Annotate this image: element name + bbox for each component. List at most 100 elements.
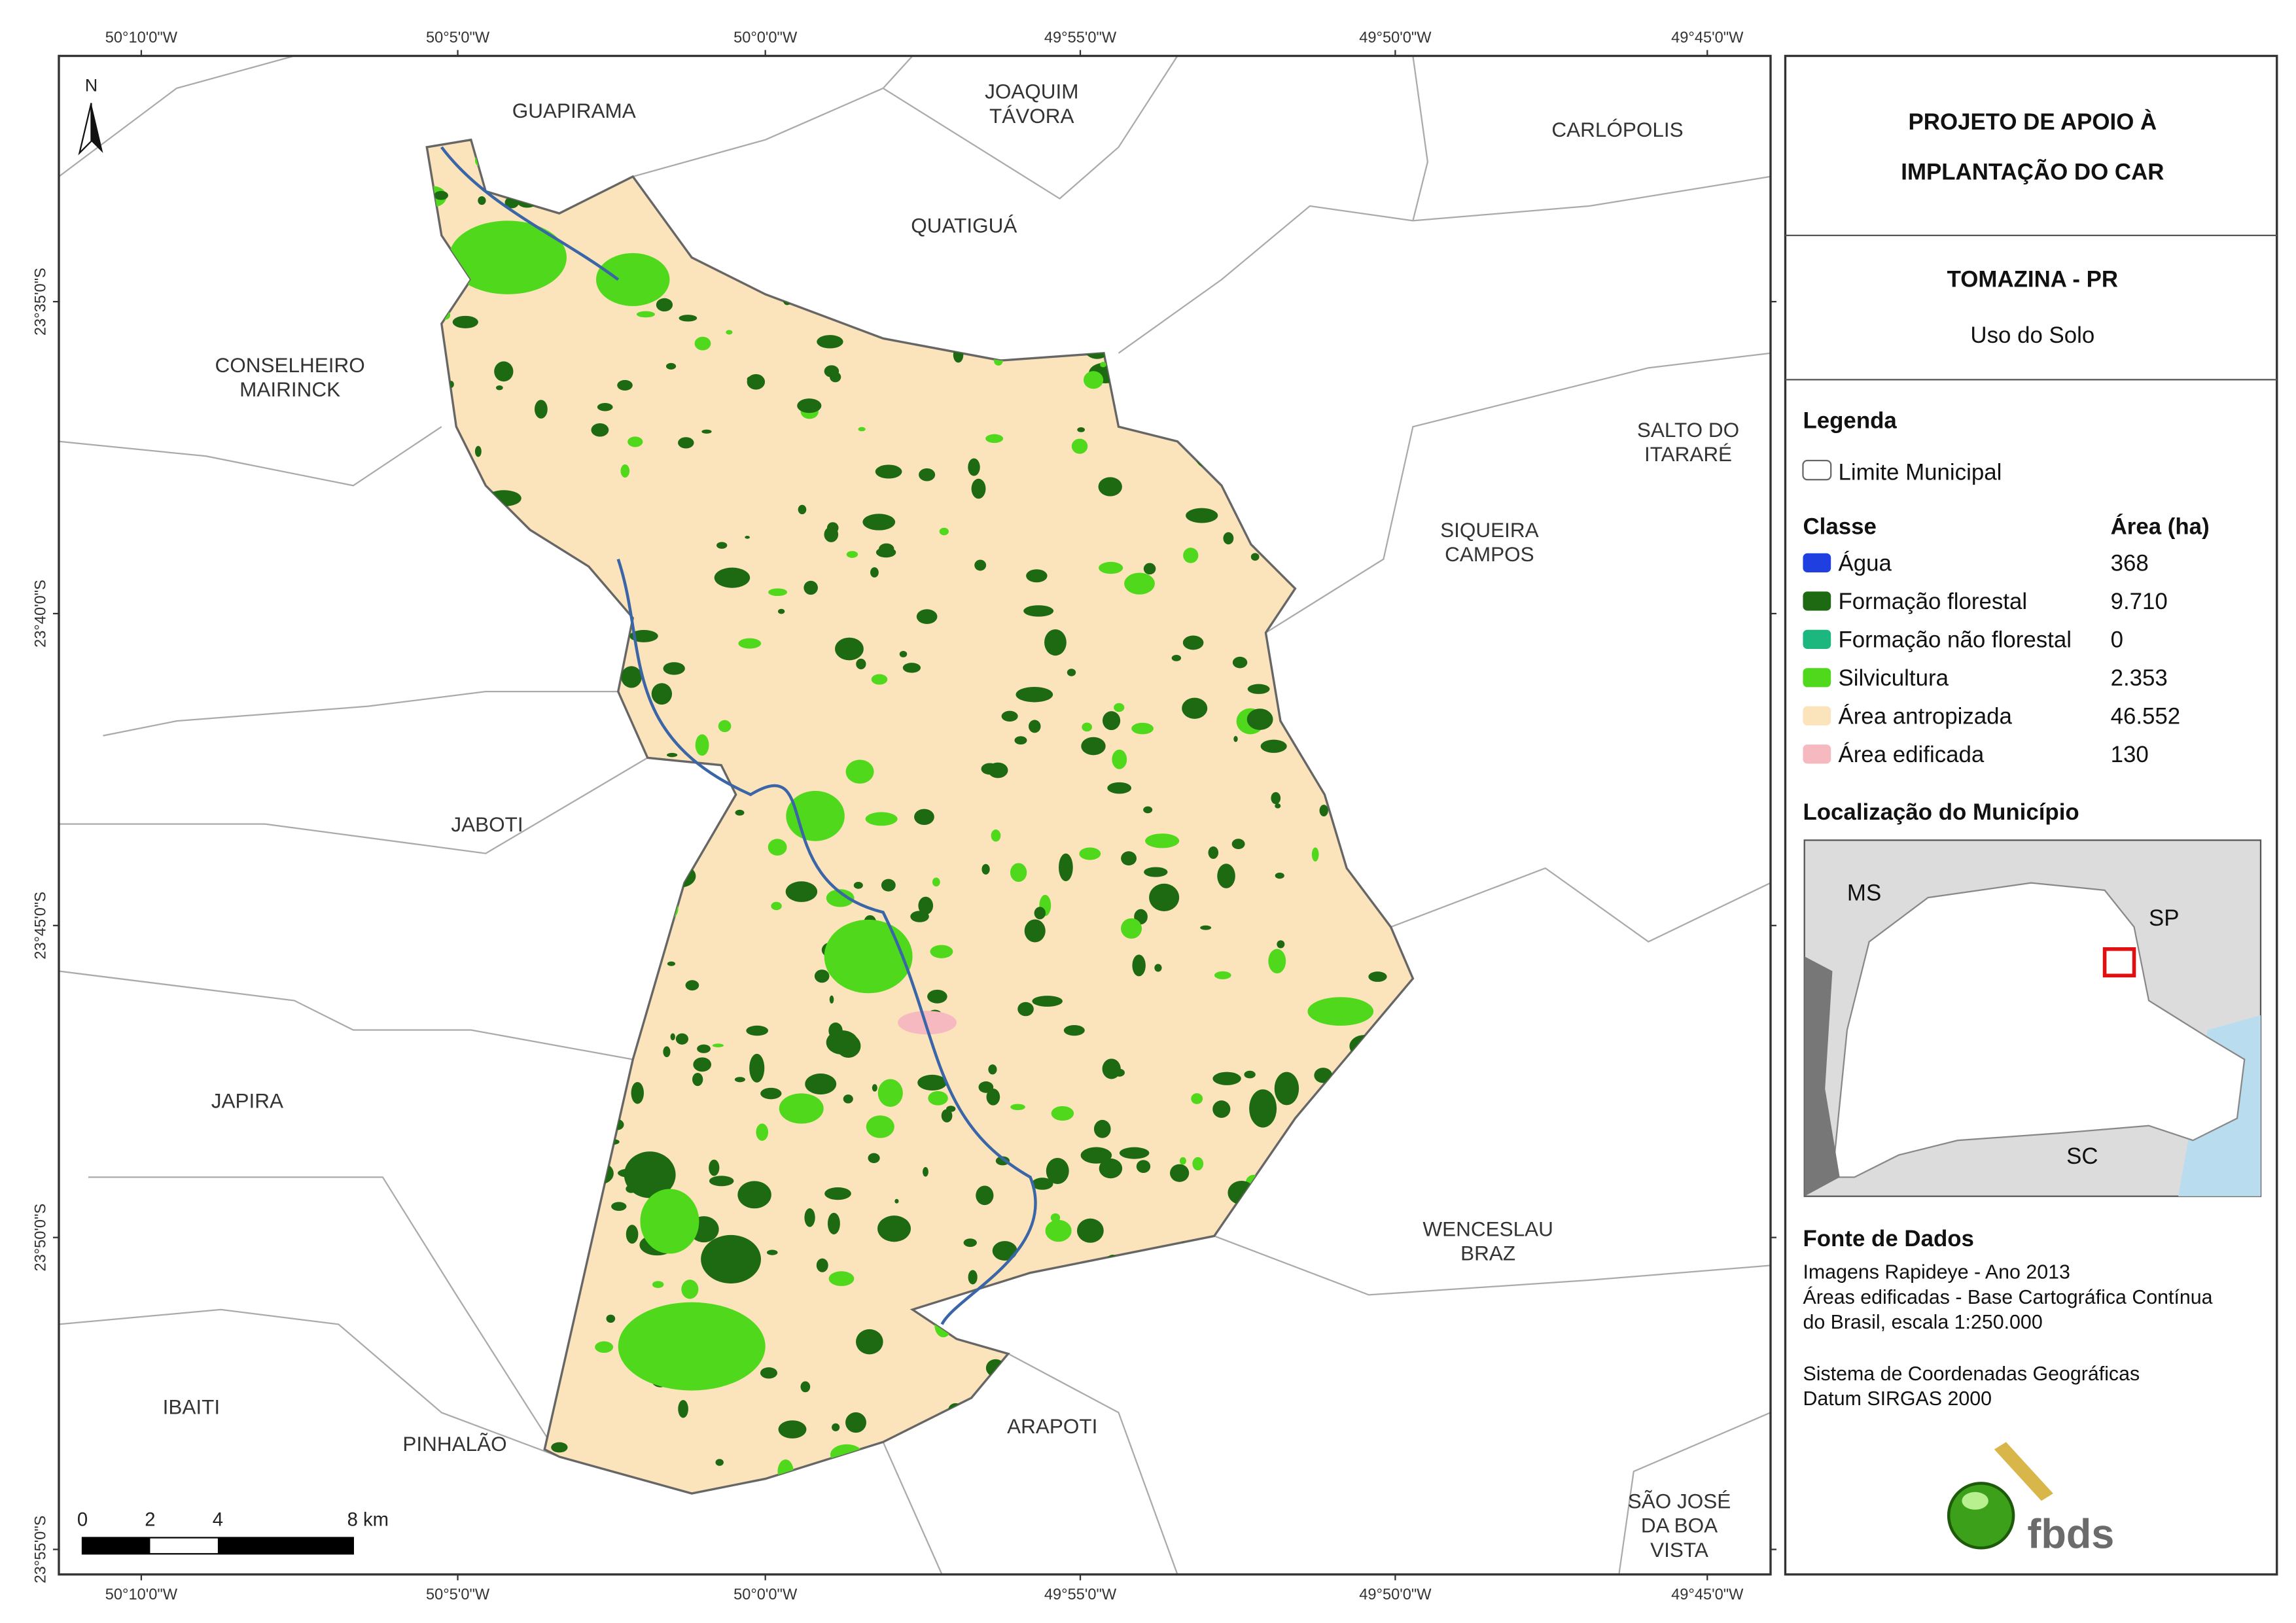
patch bbox=[856, 658, 866, 670]
patch bbox=[1271, 792, 1281, 805]
patch bbox=[663, 1046, 671, 1058]
latitude-label: 23°45'0"S bbox=[33, 892, 50, 960]
patch bbox=[766, 1249, 778, 1255]
boundary-swatch bbox=[1802, 459, 1832, 481]
patch bbox=[981, 864, 990, 875]
patch bbox=[824, 527, 839, 542]
patch bbox=[1132, 954, 1146, 977]
source-line: Imagens Rapideye - Ano 2013 bbox=[1803, 1262, 2070, 1283]
neighbor-label: ITARARÉ bbox=[1644, 442, 1732, 466]
patch bbox=[597, 402, 613, 411]
patch bbox=[611, 1202, 627, 1212]
legend-class: Área antropizada bbox=[1838, 704, 2012, 729]
patch bbox=[685, 980, 699, 991]
patch bbox=[746, 1025, 769, 1036]
patch bbox=[995, 1156, 1010, 1166]
patch bbox=[709, 1159, 720, 1176]
latitude-label: 23°35'0"S bbox=[33, 268, 50, 336]
neighbor-label: JAPIRA bbox=[211, 1089, 283, 1113]
patch bbox=[856, 1329, 883, 1355]
patch bbox=[1247, 684, 1270, 694]
patch bbox=[1232, 656, 1248, 669]
patch bbox=[626, 1225, 639, 1244]
patch bbox=[1192, 1157, 1204, 1171]
patch bbox=[865, 812, 898, 826]
neighbor-label: SALTO DO bbox=[1637, 418, 1739, 442]
subtitle: Uso do Solo bbox=[1970, 323, 2094, 348]
patch bbox=[923, 1166, 928, 1177]
patch bbox=[1024, 919, 1046, 943]
silviculture bbox=[595, 253, 670, 306]
patch bbox=[1080, 1147, 1112, 1164]
patch bbox=[656, 298, 673, 312]
patch bbox=[695, 734, 709, 756]
patch bbox=[1099, 561, 1123, 574]
logo-text: fbds bbox=[2027, 1511, 2114, 1557]
patch bbox=[675, 1033, 689, 1045]
neighbor-label: DA BOA bbox=[1641, 1514, 1718, 1537]
patch bbox=[1031, 1178, 1053, 1190]
patch bbox=[478, 196, 486, 205]
patch bbox=[877, 1215, 911, 1242]
patch bbox=[939, 527, 949, 536]
patch bbox=[1029, 720, 1041, 733]
patch bbox=[828, 1271, 855, 1286]
patch bbox=[968, 1270, 978, 1285]
patch bbox=[534, 400, 548, 419]
patch bbox=[665, 362, 677, 370]
patch bbox=[1099, 1158, 1123, 1179]
neighbor-label: IBAITI bbox=[163, 1395, 220, 1419]
patch bbox=[1082, 722, 1093, 732]
patch bbox=[918, 896, 934, 915]
patch bbox=[1119, 1147, 1150, 1159]
patch bbox=[1249, 1089, 1277, 1128]
patch bbox=[1112, 749, 1127, 769]
patch bbox=[760, 1367, 778, 1379]
scale-label: 2 bbox=[145, 1510, 155, 1531]
patch bbox=[768, 839, 787, 856]
patch bbox=[1231, 839, 1245, 850]
patch bbox=[902, 663, 921, 673]
patch bbox=[826, 889, 855, 907]
patch bbox=[928, 1091, 948, 1106]
patch bbox=[663, 662, 685, 675]
patch bbox=[631, 1082, 644, 1104]
patch bbox=[1208, 846, 1219, 859]
patch bbox=[701, 429, 712, 434]
patch bbox=[1182, 635, 1204, 650]
patch bbox=[1107, 782, 1132, 794]
patch bbox=[1124, 572, 1155, 595]
latitude-label: 23°40'0"S bbox=[33, 580, 50, 648]
patch bbox=[1131, 722, 1154, 735]
patch bbox=[930, 945, 953, 958]
patch bbox=[745, 536, 751, 539]
neighbor-label: PINHALÃO bbox=[402, 1432, 506, 1456]
scale-label: 4 bbox=[213, 1510, 223, 1531]
patch bbox=[735, 809, 745, 816]
neighbor-label: CAMPOS bbox=[1445, 542, 1534, 566]
patch bbox=[1032, 996, 1063, 1007]
patch bbox=[771, 901, 782, 911]
patch bbox=[434, 190, 449, 200]
patch bbox=[678, 1400, 688, 1418]
patch bbox=[777, 608, 785, 614]
patch bbox=[1063, 1025, 1085, 1036]
patch bbox=[858, 427, 866, 432]
legend-swatch bbox=[1803, 744, 1831, 764]
north-label: N bbox=[85, 75, 98, 95]
patch bbox=[1214, 971, 1231, 979]
patch bbox=[712, 1043, 724, 1047]
logo bbox=[1947, 1442, 2053, 1550]
patch bbox=[620, 464, 630, 478]
patch bbox=[1083, 371, 1104, 389]
patch bbox=[1045, 1219, 1072, 1242]
patch bbox=[986, 1089, 1000, 1106]
patch bbox=[621, 666, 642, 688]
legend-swatch bbox=[1803, 629, 1831, 649]
patch bbox=[718, 720, 732, 733]
neighbor-label: BRAZ bbox=[1460, 1242, 1515, 1265]
patch bbox=[1212, 1100, 1231, 1118]
patch bbox=[835, 637, 864, 661]
patch bbox=[1319, 805, 1328, 816]
patch bbox=[1311, 847, 1319, 862]
